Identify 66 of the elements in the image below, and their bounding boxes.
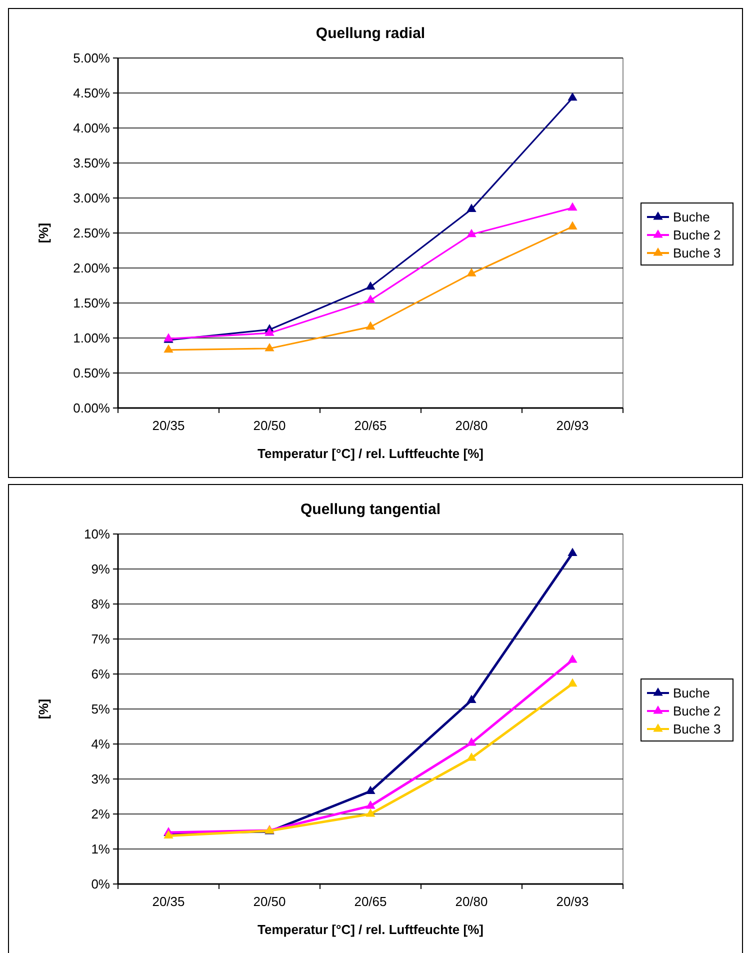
x-tick-label: 20/35 [152,418,185,433]
legend-label: Buche 3 [673,722,721,737]
chart-title: Quellung radial [316,25,426,42]
point [466,228,476,238]
y-tick-label: 1% [91,842,110,857]
y-tick-label: 3.00% [73,190,110,206]
y-axis-title: [%] [36,698,51,720]
point [466,268,476,276]
point [466,752,476,761]
legend-label: Buche [673,210,710,225]
point [366,294,376,303]
y-tick-label: 2.00% [73,260,110,276]
x-tick-label: 20/65 [354,418,387,433]
x-tick-label: 20/50 [253,418,286,433]
x-tick-label: 20/65 [354,894,387,909]
point [264,342,274,352]
y-tick-label: 0% [91,876,110,892]
point [466,694,476,704]
y-tick-label: 3.50% [73,156,110,171]
y-tick-label: 0.50% [73,366,110,381]
point [366,808,376,817]
x-tick-label: 20/35 [152,894,185,909]
x-axis-title: Temperatur [°C] / rel. Luftfeuchte [%] [258,922,484,937]
y-tick-label: 1.50% [73,296,110,311]
y-tick-label: 3% [91,772,110,787]
point [466,737,476,746]
y-tick-label: 10% [84,526,110,542]
x-tick-label: 20/50 [253,894,286,909]
point [366,786,376,794]
point [164,830,174,838]
legend-label: Buche 2 [673,228,721,243]
x-tick-label: 20/80 [455,894,488,909]
y-tick-label: 8% [91,596,110,612]
y-tick-label: 4.50% [73,86,110,101]
y-tick-label: 4.00% [73,120,110,136]
y-tick-label: 7% [91,632,110,647]
y-axis-title: [%] [36,222,51,244]
x-tick-label: 20/80 [455,418,488,433]
point [568,92,578,101]
y-tick-label: 2.50% [73,226,110,241]
x-axis-title: Temperatur [°C] / rel. Luftfeuchte [%] [258,446,484,461]
x-tick-label: 20/93 [556,894,589,909]
point [568,678,578,687]
point [366,800,376,809]
y-tick-label: 2% [91,806,110,822]
x-tick-label: 20/93 [556,418,589,433]
legend-label: Buche 3 [673,246,721,261]
y-tick-label: 5% [91,702,110,717]
y-tick-label: 6% [91,666,110,682]
y-tick-label: 5.00% [73,50,110,66]
point [568,221,578,230]
y-tick-label: 4% [91,736,110,752]
point [366,281,376,290]
point [568,548,578,556]
point [164,344,174,353]
point [264,328,274,336]
point [366,321,376,330]
y-tick-label: 1.00% [73,330,110,346]
point [568,654,578,663]
legend-label: Buche [673,686,710,701]
point [466,204,476,212]
y-tick-label: 9% [91,562,110,577]
y-tick-label: 0.00% [73,400,110,416]
legend-label: Buche 2 [673,704,721,719]
point [568,202,578,211]
chart-title: Quellung tangential [300,501,441,518]
